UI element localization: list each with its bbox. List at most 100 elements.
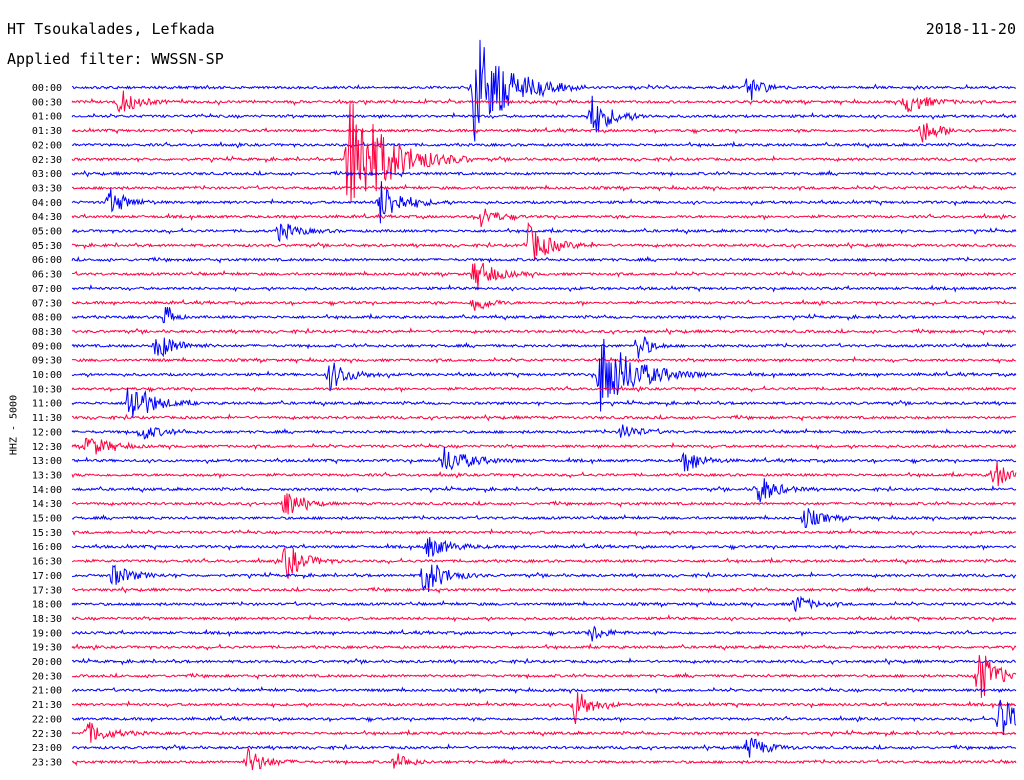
trace-row — [71, 737, 1017, 758]
trace-row — [71, 747, 1017, 771]
row-time-label: 00:00 — [32, 83, 62, 94]
row-time-label: 12:30 — [32, 442, 62, 453]
trace-row — [71, 595, 1017, 612]
trace-row — [71, 223, 1017, 243]
row-time-label: 12:00 — [32, 427, 62, 438]
trace-row — [71, 493, 1017, 515]
trace-row — [71, 614, 1017, 623]
row-time-label: 16:30 — [32, 557, 62, 568]
row-time-label: 11:00 — [32, 399, 62, 410]
trace-row — [71, 461, 1017, 487]
row-time-label: 20:30 — [32, 671, 62, 682]
row-time-label: 02:30 — [32, 155, 62, 166]
row-time-label: 16:00 — [32, 542, 62, 553]
trace-row — [71, 384, 1017, 393]
trace-row — [71, 95, 1017, 133]
trace-row — [71, 255, 1017, 264]
trace-row — [71, 585, 1017, 594]
row-time-label: 15:30 — [32, 528, 62, 539]
row-time-label: 13:30 — [32, 470, 62, 481]
trace-row — [71, 657, 1017, 666]
row-time-label: 02:00 — [32, 140, 62, 151]
row-time-label: 09:00 — [32, 341, 62, 352]
row-time-label: 03:30 — [32, 183, 62, 194]
trace-row — [71, 508, 1017, 529]
trace-row — [71, 307, 1017, 324]
trace-row — [71, 424, 1017, 440]
trace-row — [71, 336, 1017, 359]
trace-row — [71, 625, 1017, 642]
row-time-label: 18:30 — [32, 614, 62, 625]
row-time-label: 03:00 — [32, 169, 62, 180]
trace-row — [71, 478, 1017, 503]
trace-row — [71, 169, 1017, 178]
trace-row — [71, 39, 1017, 142]
trace-row — [71, 692, 1017, 725]
row-time-label: 22:30 — [32, 729, 62, 740]
row-time-label: 06:00 — [32, 255, 62, 266]
row-time-label: 07:00 — [32, 284, 62, 295]
row-time-label: 09:30 — [32, 356, 62, 367]
trace-row — [71, 103, 1017, 202]
row-time-label: 00:30 — [32, 97, 62, 108]
trace-row — [71, 654, 1017, 698]
row-time-label: 13:00 — [32, 456, 62, 467]
trace-row — [71, 547, 1017, 579]
row-time-label: 21:00 — [32, 686, 62, 697]
trace-row — [71, 208, 1017, 228]
trace-row — [71, 537, 1017, 557]
row-time-label: 10:00 — [32, 370, 62, 381]
row-time-label: 23:00 — [32, 743, 62, 754]
trace-row — [71, 642, 1017, 651]
trace-row — [71, 355, 1017, 365]
trace-row — [71, 123, 1017, 143]
trace-row — [72, 446, 1017, 472]
row-time-label: 14:00 — [32, 485, 62, 496]
trace-row — [71, 387, 1017, 418]
trace-row — [71, 564, 1017, 593]
row-time-label: 11:30 — [32, 413, 62, 424]
row-time-label: 05:30 — [32, 241, 62, 252]
row-time-label: 22:00 — [32, 714, 62, 725]
row-time-label: 01:30 — [32, 126, 62, 137]
trace-row — [71, 262, 1017, 289]
trace-row — [71, 221, 1017, 260]
tick-label-group: 00:00 00:30 01:00 01:30 02:00 02:30 03:00 03:30… — [32, 83, 62, 768]
row-time-label: 04:30 — [32, 212, 62, 223]
trace-row — [71, 699, 1017, 735]
row-time-label: 19:30 — [32, 643, 62, 654]
station-title: HT Tsoukalades, Lefkada — [7, 20, 215, 38]
trace-row — [71, 183, 1017, 192]
trace-group — [71, 39, 1017, 771]
row-time-label: 14:30 — [32, 499, 62, 510]
trace-row — [71, 413, 1017, 422]
trace-row — [71, 140, 1016, 149]
row-time-label: 01:00 — [32, 112, 62, 123]
row-time-label: 18:00 — [32, 600, 62, 611]
trace-row — [71, 722, 1017, 743]
trace-row — [71, 528, 1017, 537]
row-time-label: 20:00 — [32, 657, 62, 668]
row-time-label: 04:00 — [32, 198, 62, 209]
row-time-label: 05:00 — [32, 227, 62, 238]
trace-row — [71, 338, 1017, 412]
row-time-label: 23:30 — [32, 757, 62, 768]
row-time-label: 17:30 — [32, 585, 62, 596]
row-time-label: 06:30 — [32, 270, 62, 281]
row-time-label: 10:30 — [32, 384, 62, 395]
row-time-label: 19:00 — [32, 628, 62, 639]
trace-row — [71, 284, 1017, 293]
trace-row — [71, 298, 1017, 311]
filter-label: Applied filter: WWSSN-SP — [7, 50, 224, 68]
trace-row — [71, 90, 1017, 113]
trace-row — [71, 686, 1017, 695]
row-time-label: 08:30 — [32, 327, 62, 338]
row-time-label: 17:00 — [32, 571, 62, 582]
row-time-label: 15:00 — [32, 514, 62, 525]
row-time-label: 07:30 — [32, 298, 62, 309]
trace-row — [71, 181, 1017, 224]
row-time-label: 08:00 — [32, 313, 62, 324]
trace-row — [71, 327, 1017, 336]
trace-row — [71, 437, 1017, 455]
